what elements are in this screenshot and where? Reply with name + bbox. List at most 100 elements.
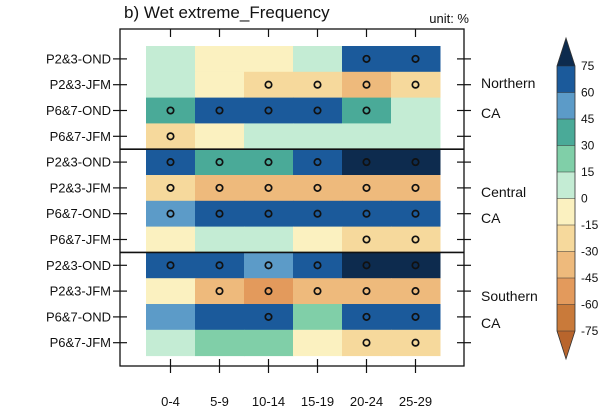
heatmap-cell <box>195 200 245 228</box>
colorbar-tick-label: 15 <box>581 165 595 179</box>
heatmap-cell <box>391 123 441 150</box>
colorbar-top-arrow <box>557 38 575 66</box>
row-label: P2&3-JFM <box>50 284 111 299</box>
colorbar-segment <box>557 145 575 173</box>
heatmap-cell <box>342 304 392 331</box>
heatmap-cell <box>244 175 294 202</box>
heatmap-cell <box>146 71 196 99</box>
significance-marker <box>215 287 224 296</box>
heatmap-cell <box>391 149 441 176</box>
heatmap-cell <box>244 149 294 176</box>
row-axis: P2&3-OND P2&3-JFM P6&7-OND P6&7-JFM P2&3-OND… <box>46 51 471 350</box>
row-label: P2&3-JFM <box>50 77 111 92</box>
significance-marker <box>313 287 322 296</box>
significance-marker <box>411 261 420 270</box>
significance-marker <box>362 235 371 244</box>
significance-marker <box>264 183 273 192</box>
heatmap-cell <box>195 304 245 331</box>
row-label: P6&7-OND <box>46 309 111 324</box>
heatmap-cell <box>244 200 294 228</box>
significance-marker <box>411 338 420 347</box>
significance-marker <box>313 183 322 192</box>
column-label: 25-29 <box>399 394 432 409</box>
plot-frame <box>119 28 465 367</box>
significance-marker <box>264 158 273 167</box>
heatmap-cell <box>293 200 343 228</box>
heatmap-cell <box>195 123 245 150</box>
significance-marker <box>313 158 322 167</box>
region-separators <box>120 148 464 254</box>
significance-marker <box>166 158 175 167</box>
significance-marker <box>362 209 371 218</box>
significance-marker <box>166 132 175 141</box>
heatmap-cell <box>342 149 392 176</box>
heatmap-cell <box>391 252 441 279</box>
heatmap-cell <box>342 71 392 99</box>
heatmap-cell <box>293 175 343 202</box>
heatmap-cell <box>293 149 343 176</box>
heatmap-cell <box>146 304 196 331</box>
heatmap-cell <box>342 329 392 357</box>
significance-marker <box>313 106 322 115</box>
significance-marker <box>166 106 175 115</box>
significance-marker <box>264 106 273 115</box>
significance-marker <box>362 158 371 167</box>
region-label: Northern <box>481 75 535 91</box>
column-label: 20-24 <box>350 394 383 409</box>
significance-marker <box>411 80 420 89</box>
heatmap-cell <box>391 304 441 331</box>
colorbar-tick-label: 30 <box>581 139 595 153</box>
significance-marker <box>215 158 224 167</box>
region-label: Southern <box>481 288 538 304</box>
heatmap-cell <box>244 46 294 73</box>
heatmap-cell <box>342 175 392 202</box>
significance-marker <box>362 287 371 296</box>
heatmap-cell <box>293 123 343 150</box>
significance-marker <box>264 287 273 296</box>
significance-marker <box>362 80 371 89</box>
colorbar-tick-label: -60 <box>581 298 599 312</box>
significance-marker <box>411 54 420 63</box>
heatmap-cell <box>391 200 441 228</box>
colorbar-tick-label: -75 <box>581 324 599 338</box>
significance-markers <box>166 54 420 347</box>
significance-marker <box>362 183 371 192</box>
heatmap-cell <box>195 278 245 305</box>
heatmap-cell <box>342 252 392 279</box>
heatmap-cell <box>244 226 294 253</box>
heatmap-cell <box>244 123 294 150</box>
region-label: CA <box>481 315 501 331</box>
heatmap-cell <box>342 200 392 228</box>
heatmap-cell <box>146 200 196 228</box>
heatmap-cell <box>195 175 245 202</box>
colorbar-segment <box>557 304 575 332</box>
row-label: P2&3-JFM <box>50 180 111 195</box>
significance-marker <box>411 183 420 192</box>
heatmap-cell <box>342 123 392 150</box>
colorbar-tick-label: -45 <box>581 271 599 285</box>
heatmap-cell <box>293 226 343 253</box>
heatmap-cell <box>293 278 343 305</box>
heatmap-cell <box>244 97 294 124</box>
colorbar-tick-label: 0 <box>581 192 588 206</box>
heatmap-cell <box>195 149 245 176</box>
heatmap-cell <box>244 71 294 99</box>
row-label: P6&7-JFM <box>50 232 111 247</box>
heatmap-cell <box>195 329 245 357</box>
significance-marker <box>215 183 224 192</box>
heatmap-cell <box>342 226 392 253</box>
heatmap-cell <box>146 97 196 124</box>
significance-marker <box>411 287 420 296</box>
heatmap-cell <box>195 252 245 279</box>
heatmap-cell <box>391 278 441 305</box>
significance-marker <box>166 183 175 192</box>
significance-marker <box>362 261 371 270</box>
heatmap-cell <box>391 46 441 73</box>
significance-marker <box>411 235 420 244</box>
heatmap-cell <box>293 71 343 99</box>
heatmap-cell <box>293 97 343 124</box>
colorbar-segment <box>557 278 575 305</box>
heatmap-cells <box>146 46 441 357</box>
heatmap-cell <box>391 329 441 357</box>
significance-marker <box>362 338 371 347</box>
